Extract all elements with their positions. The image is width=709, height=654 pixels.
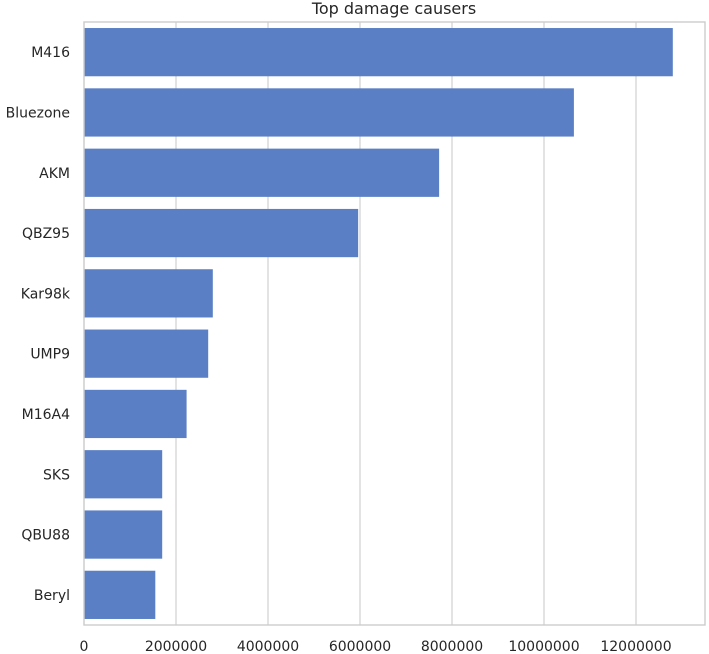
bar-ump9 [84,329,209,378]
x-tick-labels: 0 2000000 4000000 6000000 8000000 10000000 120… [80,639,672,654]
x-tick-label: 8000000 [421,639,483,654]
bar-m16a4 [84,389,187,439]
bar-kar98k [84,269,213,318]
bar-bluezone [84,88,574,137]
x-tick-label: 6000000 [329,639,391,654]
bar-beryl [84,570,156,619]
x-tick-label: 0 [80,639,89,654]
y-tick-labels: M416 Bluezone AKM QBZ95 Kar98k UMP9 M16A4 SKS QB… [6,45,71,604]
y-tick-label: M416 [31,45,70,61]
y-tick-label: Kar98k [21,286,71,302]
y-tick-label: QBU88 [21,528,70,544]
y-tick-label: Beryl [34,588,70,604]
x-tick-label: 12000000 [600,639,671,654]
y-tick-label: AKM [39,166,70,182]
y-tick-label: SKS [43,467,70,483]
bar-m416 [84,28,673,77]
chart-title: Top damage causers [311,0,476,18]
bar-layer [84,28,673,619]
bar-akm [84,148,440,197]
x-tick-label: 10000000 [508,639,579,654]
y-tick-label: M16A4 [22,407,70,423]
bar-sks [84,450,163,499]
y-tick-label: UMP9 [30,347,70,363]
bar-qbz95 [84,208,359,258]
y-tick-label: QBZ95 [22,226,70,242]
x-tick-label: 4000000 [237,639,299,654]
x-tick-label: 2000000 [145,639,207,654]
y-tick-label: Bluezone [6,105,70,121]
bar-qbu88 [84,510,163,559]
plot-frame [83,21,706,626]
